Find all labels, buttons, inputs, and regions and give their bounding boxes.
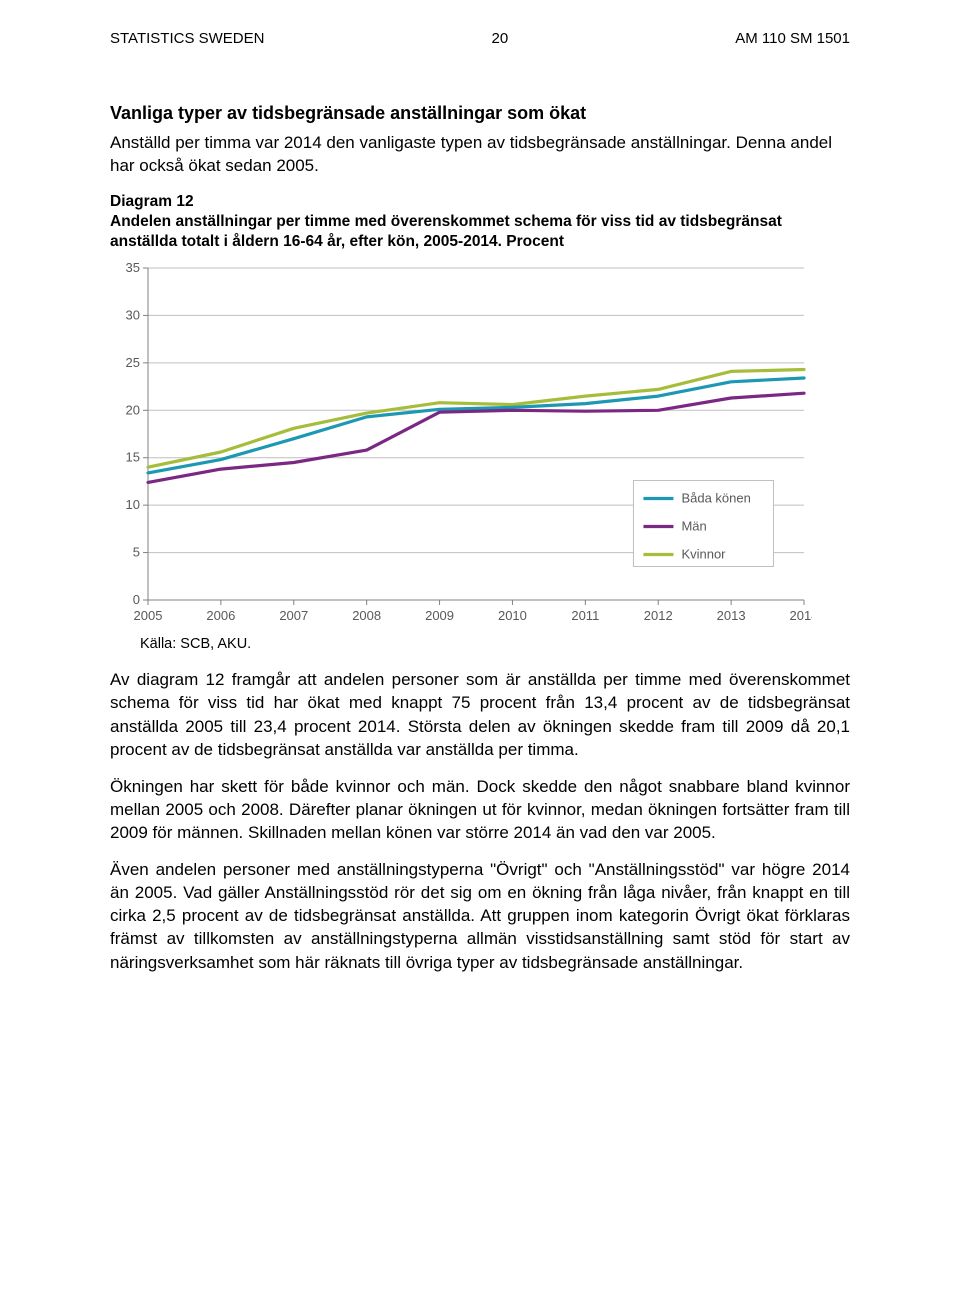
svg-text:35: 35 <box>126 262 140 275</box>
diagram-caption: Diagram 12Andelen anställningar per timm… <box>110 192 850 252</box>
body-paragraph: Även andelen personer med anställningsty… <box>110 858 850 974</box>
svg-text:25: 25 <box>126 355 140 370</box>
svg-text:Män: Män <box>681 519 706 534</box>
section-title: Vanliga typer av tidsbegränsade anställn… <box>110 103 850 124</box>
svg-text:2009: 2009 <box>425 608 454 623</box>
svg-text:2013: 2013 <box>717 608 746 623</box>
line-chart: 0 5 10 15 20 25 30 35 2005 2006 2007 2008 2009 2010 20… <box>112 262 850 628</box>
body-paragraph: Av diagram 12 framgår att andelen person… <box>110 668 850 760</box>
svg-text:30: 30 <box>126 308 140 323</box>
svg-text:2007: 2007 <box>279 608 308 623</box>
svg-text:2006: 2006 <box>206 608 235 623</box>
chart-source: Källa: SCB, AKU. <box>140 636 850 652</box>
svg-text:5: 5 <box>133 545 140 560</box>
svg-text:Båda könen: Båda könen <box>681 491 750 506</box>
svg-text:15: 15 <box>126 450 140 465</box>
page-header: STATISTICS SWEDEN 20 AM 110 SM 1501 <box>110 30 850 47</box>
header-center: 20 <box>491 30 508 47</box>
svg-text:2005: 2005 <box>134 608 163 623</box>
header-left: STATISTICS SWEDEN <box>110 30 264 47</box>
svg-text:2011: 2011 <box>571 608 599 623</box>
header-right: AM 110 SM 1501 <box>735 30 850 47</box>
svg-text:Kvinnor: Kvinnor <box>681 547 726 562</box>
svg-text:2012: 2012 <box>644 608 673 623</box>
intro-paragraph: Anställd per timma var 2014 den vanligas… <box>110 132 850 178</box>
svg-text:20: 20 <box>126 403 140 418</box>
svg-text:2010: 2010 <box>498 608 527 623</box>
svg-text:2014: 2014 <box>790 608 812 623</box>
svg-text:0: 0 <box>133 592 140 607</box>
svg-text:2008: 2008 <box>352 608 381 623</box>
svg-text:10: 10 <box>126 497 140 512</box>
body-paragraph: Ökningen har skett för både kvinnor och … <box>110 775 850 844</box>
